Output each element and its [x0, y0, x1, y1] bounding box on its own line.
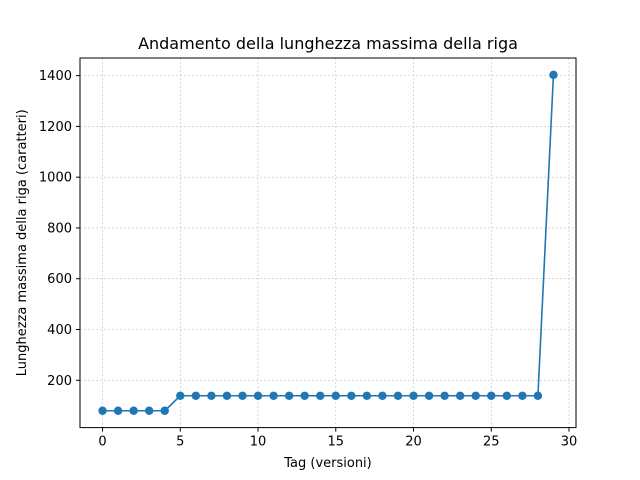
x-tick-label: 5 [176, 435, 184, 450]
data-point [455, 391, 465, 400]
data-point [176, 391, 185, 400]
y-tick-label: 1400 [39, 69, 72, 84]
data-point [269, 391, 278, 400]
x-axis-label: Tag (versioni) [283, 456, 372, 471]
data-point [393, 391, 403, 400]
data-point [191, 391, 201, 400]
x-tick-label: 25 [483, 435, 500, 450]
data-point [113, 406, 123, 415]
data-point [487, 391, 496, 400]
grid [80, 58, 576, 428]
data-point [300, 391, 309, 400]
x-axis-ticks: 0 5 10 15 20 25 30 [98, 427, 578, 450]
y-tick-label: 1000 [39, 171, 72, 186]
chart-title: Andamento della lunghezza massima della … [138, 34, 518, 53]
data-point [471, 391, 480, 400]
data-point [238, 391, 247, 400]
data-point [98, 406, 107, 415]
data-point [518, 391, 527, 400]
y-tick-label: 600 [47, 272, 72, 287]
y-tick-label: 1200 [39, 120, 72, 135]
data-point [347, 391, 356, 400]
y-tick-label: 400 [47, 323, 72, 338]
data-point [284, 391, 294, 400]
x-tick-label: 10 [250, 435, 267, 450]
data-point [253, 391, 263, 400]
data-point [440, 391, 449, 400]
y-axis-ticks: 200 400 600 800 1000 1200 1400 [39, 69, 80, 389]
plot-frame [79, 57, 577, 429]
y-axis-label: Lunghezza massima della riga (caratteri) [15, 109, 30, 376]
x-tick-label: 15 [328, 435, 345, 450]
x-tick-label: 30 [561, 435, 578, 450]
data-point [160, 406, 169, 415]
y-tick-label: 200 [47, 374, 72, 389]
data-point [378, 391, 387, 400]
data-point [207, 391, 216, 400]
data-point [533, 391, 543, 400]
x-tick-label: 0 [98, 435, 106, 450]
data-point [502, 391, 512, 400]
data-point [424, 391, 434, 400]
y-tick-label: 800 [47, 221, 72, 236]
series [98, 70, 558, 415]
data-point [144, 406, 154, 415]
data-point [362, 391, 372, 400]
data-point [129, 406, 138, 415]
data-point [222, 391, 232, 400]
x-tick-label: 20 [405, 435, 422, 450]
data-point [331, 391, 340, 400]
data-point [316, 391, 325, 400]
data-point [409, 391, 418, 400]
data-point [549, 70, 558, 80]
